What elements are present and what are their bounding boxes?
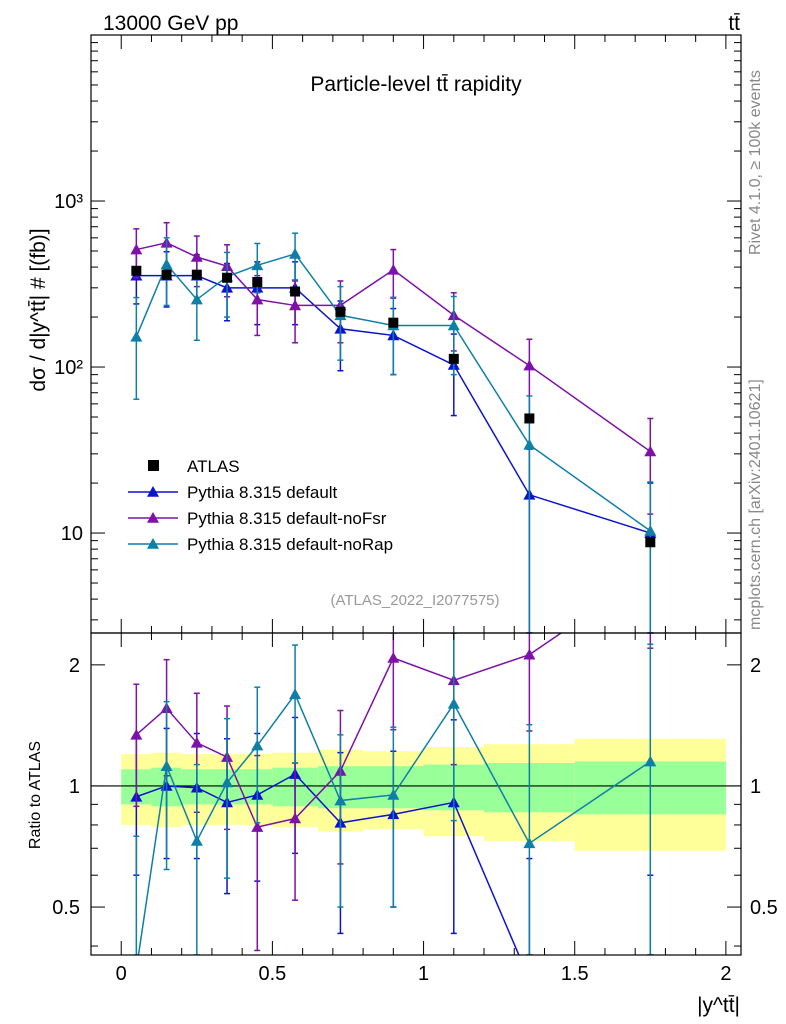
ratio-point <box>130 728 143 740</box>
series-point <box>644 524 657 536</box>
legend: ATLAS Pythia 8.315 default Pythia 8.315 de… <box>128 457 393 554</box>
atlas-data-point <box>524 413 535 424</box>
ratio-point <box>447 697 460 709</box>
series-point <box>190 293 203 305</box>
atlas-data-point <box>388 317 399 328</box>
atlas-data-point <box>645 537 656 548</box>
ratio-point <box>387 652 400 663</box>
ratio-point <box>523 648 536 660</box>
y-tick-label: 10² <box>54 357 83 379</box>
ratio-point <box>523 974 535 985</box>
series-point <box>160 258 173 270</box>
series-point <box>523 359 536 371</box>
ratio-point <box>523 837 536 849</box>
ratio-point <box>221 776 234 788</box>
chart-title: Particle-level tt̄ rapidity <box>310 73 522 96</box>
lower-frame <box>90 632 742 956</box>
legend-marker <box>147 512 159 523</box>
legend-marker <box>147 486 159 497</box>
header-energy: 13000 GeV pp <box>103 12 238 35</box>
x-tick-label: 0.5 <box>258 963 286 985</box>
atlas-data-point <box>191 269 202 280</box>
ratio-point <box>251 821 264 832</box>
series-point <box>523 438 536 450</box>
legend-marker <box>147 538 159 549</box>
atlas-data-point <box>290 286 301 297</box>
ratio-point <box>289 812 302 824</box>
ratio-y-axis-label: Ratio to ATLAS <box>27 741 44 849</box>
atlas-data-point <box>252 277 263 288</box>
analysis-tag: (ATLAS_2022_I2077575) <box>330 592 499 609</box>
series-point <box>130 330 143 342</box>
atlas-data-point <box>222 272 233 283</box>
legend-label: Pythia 8.315 default-noRap <box>187 535 393 554</box>
side-rivet-label: Rivet 4.1.0, ≥ 100k events <box>747 70 764 255</box>
axes: 0 0.5 1 1.5 2 10 10² 10³ 0.5 0.5 1 1 2 2 <box>52 34 778 985</box>
legend-label: Pythia 8.315 default <box>187 483 338 502</box>
legend-marker-atlas <box>148 460 159 471</box>
series-point <box>447 319 460 331</box>
y-axis-label: dσ / d|y^tt̄| # [(fb)] <box>27 228 50 391</box>
ratio-point <box>289 688 302 700</box>
ratio-tick-label: 1 <box>69 776 80 798</box>
series-point <box>190 251 203 262</box>
x-axis-label: |y^tt̄| <box>697 994 740 1017</box>
ratio-tick-label-right: 0.5 <box>750 897 778 919</box>
ratio-tick-label: 0.5 <box>52 897 80 919</box>
legend-label: Pythia 8.315 default-noFsr <box>187 509 387 528</box>
ratio-point <box>190 834 203 846</box>
ratio-point <box>387 788 400 800</box>
ratio-tick-label: 2 <box>69 655 80 677</box>
series-point <box>289 299 302 311</box>
ratio-point <box>334 794 347 806</box>
x-tick-label: 2 <box>720 963 731 985</box>
y-tick-label: 10³ <box>54 191 83 213</box>
series-point <box>644 445 657 457</box>
ratio-tick-label-right: 1 <box>750 776 761 798</box>
x-tick-label: 0 <box>116 963 127 985</box>
upper-plot-area <box>130 221 657 633</box>
y-tick-label: 10 <box>61 523 83 545</box>
header-process: tt̄ <box>728 12 740 35</box>
ratio-point <box>190 736 203 748</box>
ratio-point <box>251 739 264 751</box>
series-point <box>289 247 302 259</box>
atlas-data-point <box>448 353 459 364</box>
ratio-point <box>160 760 173 771</box>
ratio-point <box>130 963 142 974</box>
atlas-data-point <box>161 269 172 280</box>
series-point <box>387 263 400 275</box>
series-point <box>251 293 264 305</box>
x-tick-label: 1 <box>418 963 429 985</box>
ratio-plot-area <box>91 633 741 1001</box>
series-point <box>251 259 264 271</box>
legend-label: ATLAS <box>187 457 240 476</box>
side-mcplots-label: mcplots.cern.ch [arXiv:2401.10621] <box>747 379 764 630</box>
ratio-tick-label-right: 2 <box>750 655 761 677</box>
atlas-data-point <box>335 306 346 317</box>
atlas-data-point <box>131 265 142 276</box>
x-tick-label: 1.5 <box>561 963 589 985</box>
ratio-point <box>644 990 656 1001</box>
series-point <box>130 243 143 255</box>
ratio-point <box>644 755 657 767</box>
